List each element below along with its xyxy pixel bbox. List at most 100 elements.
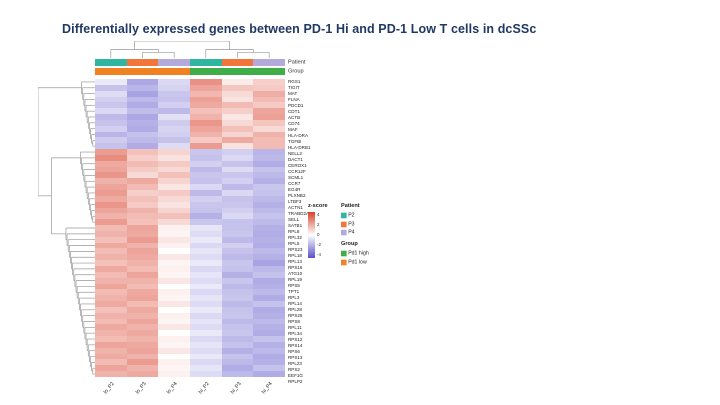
heatmap-cell — [253, 336, 285, 342]
heatmap-cell — [221, 143, 254, 150]
heatmap-cell — [95, 265, 127, 272]
heatmap-cell — [95, 230, 127, 237]
heatmap-cell — [253, 359, 285, 366]
heatmap-cell — [253, 154, 285, 161]
group-legend-item: Pd1 high — [340, 250, 368, 257]
heatmap-cell — [189, 79, 222, 85]
heatmap-cell — [189, 90, 222, 97]
heatmap-cell — [253, 172, 285, 179]
heatmap-cell — [95, 341, 127, 348]
heatmap-cell — [253, 242, 285, 249]
heatmap-cell — [126, 119, 159, 126]
heatmap-cell — [158, 154, 190, 161]
gene-label: TIGIT — [288, 85, 300, 91]
sample-label: hi_P2 — [197, 381, 211, 395]
gene-label: RPL5 — [288, 241, 300, 247]
heatmap-cell — [221, 295, 254, 302]
figure-legend: z-score 4 2 0 -2 -4 Patient P2 P3 P4 Group Pd1… — [308, 203, 375, 267]
heatmap-cell — [189, 201, 222, 208]
heatmap-cell — [253, 248, 285, 255]
gene-label: RPS6 — [288, 349, 300, 355]
heatmap-cell — [221, 149, 254, 155]
heatmap-cell — [189, 359, 222, 366]
heatmap-cell — [253, 125, 285, 132]
group-annotation-cell — [158, 67, 190, 75]
heatmap-cell — [95, 125, 127, 132]
heatmap-cell — [221, 236, 254, 243]
heatmap-cell — [126, 137, 159, 144]
heatmap-cell — [253, 230, 285, 237]
heatmap-cell — [158, 289, 190, 296]
group-annotation-cell — [95, 67, 127, 75]
patient-legend-item-label: P4 — [347, 229, 355, 236]
heatmap-cell — [95, 260, 127, 266]
gene-label: RPL32 — [288, 235, 302, 241]
heatmap-cell — [221, 184, 254, 191]
heatmap-cell — [221, 190, 254, 196]
heatmap-cell — [158, 271, 190, 278]
heatmap-cell — [95, 96, 127, 103]
heatmap-cell — [95, 143, 127, 150]
heatmap-cell — [221, 114, 254, 120]
zscore-legend-title: z-score — [308, 203, 328, 209]
heatmap-cell — [221, 79, 254, 85]
gene-label: RPS14 — [288, 343, 303, 349]
heatmap-cell — [95, 195, 127, 202]
zscore-colorbar — [308, 212, 315, 258]
group-legend-item-swatch — [340, 259, 347, 265]
heatmap-cell — [221, 265, 254, 272]
heatmap-cell — [189, 341, 222, 348]
heatmap-cell — [158, 108, 190, 115]
gene-row-labels: RGS1 TIGIT MAT FLNA PDCD1 CDT1 ACTB CD74 MAF HLA-… — [288, 79, 332, 385]
heatmap-cell — [126, 295, 159, 302]
heatmap-cell — [189, 137, 222, 144]
gene-label: LTBF3 — [288, 199, 302, 205]
heatmap-cell — [95, 201, 127, 208]
gene-label: RPS8 — [288, 319, 300, 325]
gene-label: RPL28 — [288, 307, 302, 313]
heatmap-cell — [158, 102, 190, 109]
heatmap-cell — [95, 371, 127, 377]
patient-legend-item: P4 — [340, 229, 369, 236]
gene-label: CD74 — [288, 121, 300, 127]
heatmap-cell — [95, 160, 127, 167]
heatmap-cell — [158, 306, 190, 313]
heatmap-cell — [221, 90, 254, 97]
heatmap-cell — [221, 119, 254, 126]
heatmap-cell — [158, 201, 190, 208]
heatmap-cell — [221, 260, 254, 266]
patient-annotation-cell — [253, 59, 285, 66]
heatmap-cell — [221, 154, 254, 161]
gene-label: NELL2 — [288, 151, 302, 157]
gene-label: TRABD2A — [288, 211, 310, 217]
gene-label: SATB1 — [288, 223, 303, 229]
heatmap-cell — [158, 324, 190, 331]
heatmap-cell — [189, 225, 222, 231]
heatmap-cell — [95, 324, 127, 331]
heatmap-cell — [95, 289, 127, 296]
heatmap-cell — [253, 365, 285, 372]
heatmap-cell — [126, 102, 159, 109]
heatmap-cell — [221, 178, 254, 185]
heatmap-cell — [126, 143, 159, 150]
heatmap-cell — [158, 114, 190, 120]
heatmap-cell — [253, 178, 285, 185]
heatmap-cell — [126, 108, 159, 115]
heatmap-cell — [189, 248, 222, 255]
patient-legend-item-swatch — [340, 212, 347, 219]
gene-label: RPS16 — [288, 265, 303, 271]
heatmap-cell — [253, 137, 285, 144]
group-annotation-cell — [126, 67, 159, 75]
heatmap-cell — [126, 306, 159, 313]
heatmap-cell — [253, 201, 285, 208]
heatmap-cell — [158, 172, 190, 179]
heatmap-cell — [158, 190, 190, 196]
heatmap-cell — [253, 324, 285, 331]
heatmap-cell — [95, 166, 127, 173]
heatmap-cell — [95, 359, 127, 366]
gene-label: RPL14 — [288, 301, 302, 307]
heatmap-cell — [126, 190, 159, 196]
gene-label: RPL8 — [288, 229, 300, 235]
group-annotation-bar — [95, 67, 285, 75]
heatmap-cell — [95, 219, 127, 226]
